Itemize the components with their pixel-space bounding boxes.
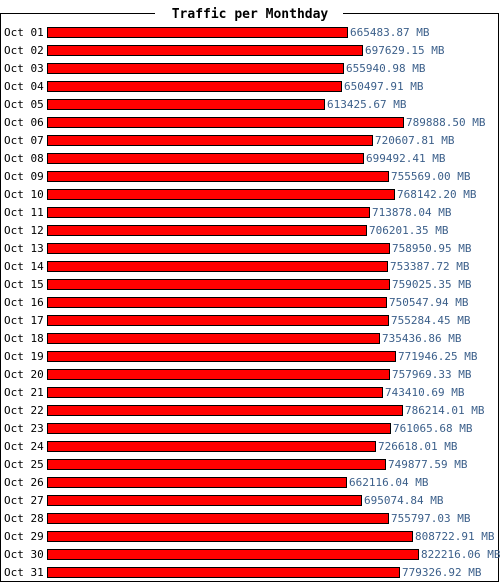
value-label: 755797.03 MB (391, 512, 471, 525)
bar (47, 189, 395, 200)
value-label: 750547.94 MB (389, 296, 469, 309)
category-label: Oct 26 (4, 476, 44, 489)
value-label: 779326.92 MB (402, 566, 482, 579)
category-label: Oct 20 (4, 368, 44, 381)
value-label: 757969.33 MB (392, 368, 472, 381)
category-label: Oct 22 (4, 404, 44, 417)
category-label: Oct 21 (4, 386, 44, 399)
value-label: 743410.69 MB (385, 386, 465, 399)
value-label: 761065.68 MB (393, 422, 473, 435)
category-label: Oct 17 (4, 314, 44, 327)
bar (47, 387, 383, 398)
category-label: Oct 01 (4, 26, 44, 39)
category-label: Oct 12 (4, 224, 44, 237)
bar (47, 495, 362, 506)
value-label: 720607.81 MB (375, 134, 455, 147)
category-label: Oct 03 (4, 62, 44, 75)
bar (47, 99, 325, 110)
category-label: Oct 02 (4, 44, 44, 57)
category-label: Oct 08 (4, 152, 44, 165)
value-label: 749877.59 MB (388, 458, 468, 471)
value-label: 755284.45 MB (391, 314, 471, 327)
category-label: Oct 31 (4, 566, 44, 579)
value-labels: 665483.87 MB 697629.15 MB 655940.98 MB 6504… (327, 26, 500, 579)
value-label: 786214.01 MB (405, 404, 485, 417)
bar (47, 261, 388, 272)
value-label: 822216.06 MB (421, 548, 500, 561)
bar (47, 63, 344, 74)
category-label: Oct 05 (4, 98, 44, 111)
category-label: Oct 09 (4, 170, 44, 183)
bar (47, 531, 413, 542)
bar (47, 225, 367, 236)
value-label: 808722.91 MB (415, 530, 495, 543)
value-label: 613425.67 MB (327, 98, 407, 111)
bar (47, 351, 396, 362)
bar (47, 243, 390, 254)
value-label: 726618.01 MB (378, 440, 458, 453)
bar (47, 27, 348, 38)
bar (47, 549, 419, 560)
bar (47, 441, 376, 452)
category-label: Oct 18 (4, 332, 44, 345)
category-label: Oct 24 (4, 440, 44, 453)
category-label: Oct 30 (4, 548, 44, 561)
value-label: 771946.25 MB (398, 350, 478, 363)
bar (47, 207, 370, 218)
value-label: 697629.15 MB (365, 44, 445, 57)
value-label: 713878.04 MB (372, 206, 452, 219)
value-label: 789888.50 MB (406, 116, 486, 129)
category-label: Oct 06 (4, 116, 44, 129)
category-label: Oct 13 (4, 242, 44, 255)
bar (47, 333, 380, 344)
category-label: Oct 11 (4, 206, 44, 219)
bar (47, 513, 389, 524)
title-background (155, 4, 343, 22)
category-label: Oct 23 (4, 422, 44, 435)
chart-title: Traffic per Monthday (172, 7, 329, 22)
value-label: 706201.35 MB (369, 224, 449, 237)
bar (47, 297, 387, 308)
category-label: Oct 16 (4, 296, 44, 309)
category-label: Oct 14 (4, 260, 44, 273)
bar (47, 117, 404, 128)
value-label: 768142.20 MB (397, 188, 477, 201)
bar (47, 405, 403, 416)
value-label: 655940.98 MB (346, 62, 426, 75)
bar (47, 369, 390, 380)
category-labels: Oct 01 Oct 02 Oct 03 Oct 04 Oct 05 Oct 06 Oct … (4, 26, 44, 579)
category-label: Oct 07 (4, 134, 44, 147)
bar (47, 423, 391, 434)
bars (47, 27, 419, 578)
category-label: Oct 25 (4, 458, 44, 471)
bar (47, 171, 389, 182)
bar (47, 153, 364, 164)
value-label: 755569.00 MB (391, 170, 471, 183)
category-label: Oct 15 (4, 278, 44, 291)
bar (47, 81, 342, 92)
value-label: 695074.84 MB (364, 494, 444, 507)
value-label: 665483.87 MB (350, 26, 430, 39)
bar (47, 567, 400, 578)
category-label: Oct 29 (4, 530, 44, 543)
bar (47, 279, 390, 290)
value-label: 735436.86 MB (382, 332, 462, 345)
category-label: Oct 19 (4, 350, 44, 363)
bar (47, 135, 373, 146)
bar (47, 315, 389, 326)
value-label: 758950.95 MB (392, 242, 472, 255)
value-label: 699492.41 MB (366, 152, 446, 165)
category-label: Oct 28 (4, 512, 44, 525)
bar (47, 45, 363, 56)
category-label: Oct 10 (4, 188, 44, 201)
category-label: Oct 27 (4, 494, 44, 507)
bar (47, 477, 347, 488)
value-label: 662116.04 MB (349, 476, 429, 489)
value-label: 650497.91 MB (344, 80, 424, 93)
category-label: Oct 04 (4, 80, 44, 93)
value-label: 759025.35 MB (392, 278, 472, 291)
value-label: 753387.72 MB (390, 260, 470, 273)
bar (47, 459, 386, 470)
